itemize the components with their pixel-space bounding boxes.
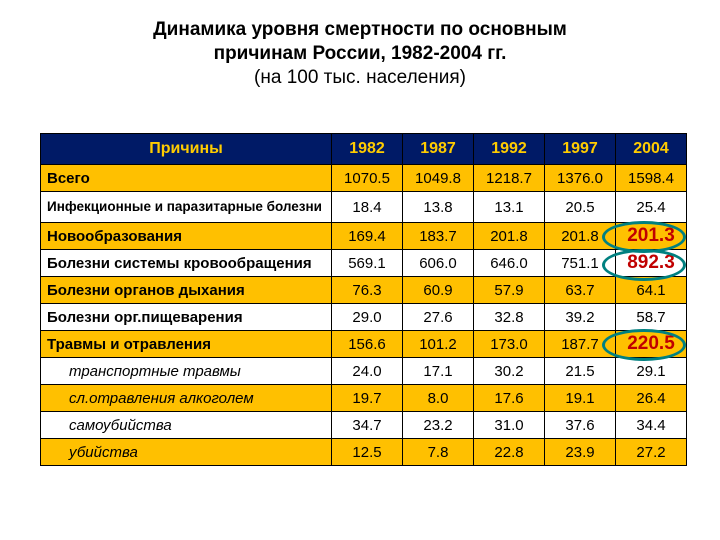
cell: 34.4 [616, 412, 687, 439]
cell: 101.2 [403, 331, 474, 358]
row-label: Всего [41, 165, 332, 192]
cell: 13.8 [403, 192, 474, 223]
header-year-3: 1997 [545, 134, 616, 165]
cell: 60.9 [403, 277, 474, 304]
table-row: Травмы и отравления156.6101.2173.0187.72… [41, 331, 687, 358]
row-label: Новообразования [41, 223, 332, 250]
cell: 19.7 [332, 385, 403, 412]
page: Динамика уровня смертности по основным п… [0, 0, 720, 540]
cell: 23.9 [545, 439, 616, 466]
row-label: сл.отравления алкоголем [41, 385, 332, 412]
table-row: Инфекционные и паразитарные болезни18.41… [41, 192, 687, 223]
table-row: Всего1070.51049.81218.71376.01598.4 [41, 165, 687, 192]
mortality-table: Причины 1982 1987 1992 1997 2004 Всего10… [40, 133, 687, 466]
cell: 25.4 [616, 192, 687, 223]
cell: 29.1 [616, 358, 687, 385]
cell: 26.4 [616, 385, 687, 412]
cell: 32.8 [474, 304, 545, 331]
table-row: транспортные травмы24.017.130.221.529.1 [41, 358, 687, 385]
row-label: Болезни системы кровообращения [41, 250, 332, 277]
row-label: Травмы и отравления [41, 331, 332, 358]
cell: 39.2 [545, 304, 616, 331]
header-cause: Причины [41, 134, 332, 165]
cell: 18.4 [332, 192, 403, 223]
cell: 63.7 [545, 277, 616, 304]
header-year-1: 1987 [403, 134, 474, 165]
cell: 64.1 [616, 277, 687, 304]
header-year-2: 1992 [474, 134, 545, 165]
cell: 27.6 [403, 304, 474, 331]
cell: 187.7 [545, 331, 616, 358]
cell: 201.3 [616, 223, 687, 250]
cell: 21.5 [545, 358, 616, 385]
cell: 1049.8 [403, 165, 474, 192]
cell: 169.4 [332, 223, 403, 250]
header-year-0: 1982 [332, 134, 403, 165]
table-row: самоубийства34.723.231.037.634.4 [41, 412, 687, 439]
cell: 19.1 [545, 385, 616, 412]
cell: 8.0 [403, 385, 474, 412]
table-body: Всего1070.51049.81218.71376.01598.4Инфек… [41, 165, 687, 466]
cell: 22.8 [474, 439, 545, 466]
cell: 76.3 [332, 277, 403, 304]
cell: 173.0 [474, 331, 545, 358]
row-label: Инфекционные и паразитарные болезни [41, 192, 332, 223]
cell: 7.8 [403, 439, 474, 466]
cell: 58.7 [616, 304, 687, 331]
cell: 17.6 [474, 385, 545, 412]
row-label: самоубийства [41, 412, 332, 439]
cell: 20.5 [545, 192, 616, 223]
subtitle: (на 100 тыс. населения) [0, 66, 720, 90]
cell: 201.8 [545, 223, 616, 250]
table-row: сл.отравления алкоголем19.78.017.619.126… [41, 385, 687, 412]
cell: 1070.5 [332, 165, 403, 192]
cell: 220.5 [616, 331, 687, 358]
table-container: Причины 1982 1987 1992 1997 2004 Всего10… [40, 133, 680, 466]
cell: 569.1 [332, 250, 403, 277]
cell: 34.7 [332, 412, 403, 439]
cell: 57.9 [474, 277, 545, 304]
cell: 646.0 [474, 250, 545, 277]
row-label: транспортные травмы [41, 358, 332, 385]
cell: 183.7 [403, 223, 474, 250]
cell: 156.6 [332, 331, 403, 358]
cell: 30.2 [474, 358, 545, 385]
table-row: убийства12.57.822.823.927.2 [41, 439, 687, 466]
cell: 12.5 [332, 439, 403, 466]
cell: 892.3 [616, 250, 687, 277]
cell: 1218.7 [474, 165, 545, 192]
cell: 13.1 [474, 192, 545, 223]
cell: 1376.0 [545, 165, 616, 192]
table-row: Болезни орг.пищеварения29.027.632.839.25… [41, 304, 687, 331]
header-row: Причины 1982 1987 1992 1997 2004 [41, 134, 687, 165]
table-row: Болезни системы кровообращения569.1606.0… [41, 250, 687, 277]
cell: 201.8 [474, 223, 545, 250]
cell: 751.1 [545, 250, 616, 277]
cell: 27.2 [616, 439, 687, 466]
cell: 23.2 [403, 412, 474, 439]
header-year-4: 2004 [616, 134, 687, 165]
row-label: убийства [41, 439, 332, 466]
cell: 606.0 [403, 250, 474, 277]
cell: 24.0 [332, 358, 403, 385]
row-label: Болезни органов дыхания [41, 277, 332, 304]
row-label: Болезни орг.пищеварения [41, 304, 332, 331]
cell: 31.0 [474, 412, 545, 439]
cell: 1598.4 [616, 165, 687, 192]
cell: 17.1 [403, 358, 474, 385]
cell: 29.0 [332, 304, 403, 331]
title-line-2: причинам России, 1982-2004 гг. [0, 42, 720, 66]
table-row: Новообразования169.4183.7201.8201.8201.3 [41, 223, 687, 250]
table-row: Болезни органов дыхания76.360.957.963.76… [41, 277, 687, 304]
cell: 37.6 [545, 412, 616, 439]
title-line-1: Динамика уровня смертности по основным [0, 18, 720, 42]
